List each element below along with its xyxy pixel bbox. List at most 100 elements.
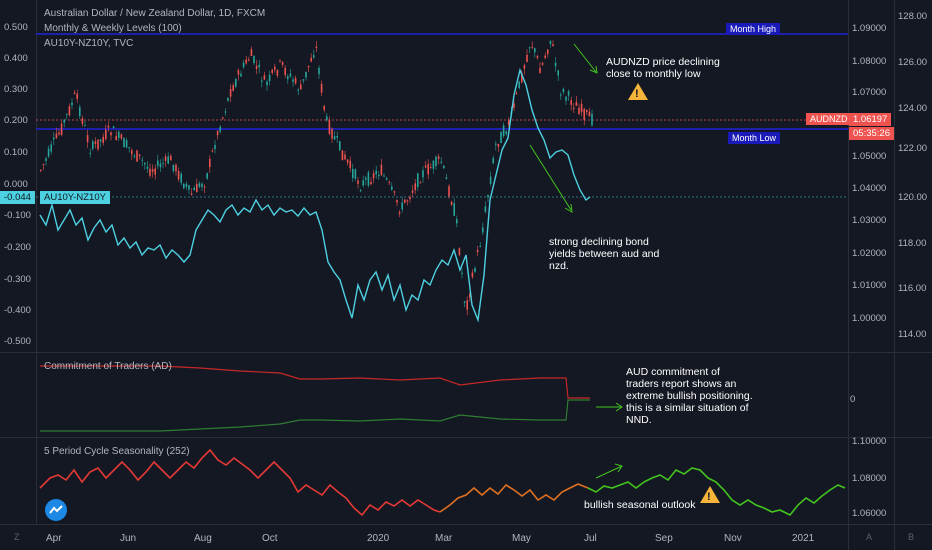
indicator-monthly-weekly[interactable]: Monthly & Weekly Levels (100) (44, 23, 182, 34)
right-axis-label: 122.00 (898, 143, 928, 154)
candle-body (292, 79, 294, 82)
candle-body (206, 173, 208, 179)
auto-scale-toggle[interactable]: A (866, 532, 873, 542)
candle-body (253, 55, 255, 64)
mid-axis-label: 1.07000 (852, 87, 887, 98)
seasonality-panel-title[interactable]: 5 Period Cycle Seasonality (252) (44, 446, 190, 457)
arrow-seasonal (595, 463, 623, 479)
time-axis-label: Mar (435, 533, 453, 544)
time-axis-label: Aug (194, 533, 212, 544)
candle-body (102, 136, 104, 143)
candle-body (138, 154, 141, 157)
candle-body (385, 178, 388, 180)
candle-body (541, 63, 544, 65)
right-axis-label: 124.00 (898, 103, 928, 114)
candle-body (42, 164, 45, 166)
candle-body (53, 137, 55, 140)
month-high-label: Month High (726, 23, 781, 35)
seasonality-axis-label: 1.06000 (852, 508, 887, 519)
candle-body (365, 177, 367, 180)
candle-body (323, 105, 325, 110)
candle-body (40, 169, 42, 171)
candle-body (554, 62, 557, 67)
mid-axis-label: 1.01000 (852, 280, 887, 291)
candle-body (409, 196, 411, 200)
candle-body (279, 60, 281, 62)
candle-body (271, 69, 273, 73)
candle-body (97, 139, 99, 150)
candle-body (240, 73, 242, 77)
chart-title[interactable]: Australian Dollar / New Zealand Dollar, … (44, 8, 266, 19)
candle-body (391, 186, 393, 190)
candle-body (344, 154, 346, 160)
candle-body (528, 47, 531, 49)
right-axis-label: 116.00 (898, 283, 927, 294)
annotation-bond-decline[interactable]: strong declining bond yields between aud… (549, 236, 660, 272)
bond-symbol-tag: AU10Y-NZ10Y (40, 191, 110, 204)
left-axis-label: -0.100 (4, 210, 31, 221)
time-axis-label: Jun (120, 533, 137, 544)
time-axis-label: Apr (46, 533, 62, 544)
candle-body (489, 176, 492, 184)
candle-body (276, 69, 279, 76)
candle-body (133, 155, 136, 157)
mid-axis-label: 1.08000 (852, 56, 887, 67)
candle-body (105, 129, 107, 140)
arrow-cot (596, 402, 623, 412)
candle-body (432, 160, 435, 169)
candle-body (297, 89, 299, 91)
left-axis-label: 0.200 (4, 115, 28, 126)
candle-body (591, 113, 593, 126)
candle-body (349, 160, 351, 169)
candle-body (547, 49, 549, 54)
candle-body (336, 135, 338, 138)
candle-body (398, 212, 401, 214)
candle-body (149, 168, 151, 176)
mid-axis-label: 1.09000 (852, 23, 887, 34)
candle-body (198, 183, 201, 187)
left-axis-label: -0.200 (4, 242, 31, 253)
left-axis-label: -0.400 (4, 305, 31, 316)
main-panel-separator[interactable] (0, 352, 932, 353)
candle-body (81, 118, 84, 124)
candle-body (224, 111, 227, 113)
time-axis-label: Nov (724, 533, 742, 544)
zoom-icon[interactable]: Z (14, 532, 20, 542)
candle-body (370, 181, 372, 185)
annotation-cot[interactable]: AUD commitment of traders report shows a… (626, 366, 753, 426)
candle-body (378, 174, 380, 177)
candlesticks (40, 40, 593, 316)
annotation-price-decline[interactable]: AUDNZD price declining close to monthly … (606, 56, 720, 80)
candle-body (235, 79, 237, 87)
time-axis-label: Oct (262, 533, 278, 544)
candle-body (305, 71, 307, 78)
cot-panel-title[interactable]: Commitment of Traders (AD) (44, 361, 172, 372)
candle-body (419, 182, 422, 184)
cot-red-line (40, 365, 590, 399)
candle-body (58, 132, 60, 135)
candle-body (450, 201, 453, 205)
right-axis-label: 118.00 (898, 238, 927, 249)
candle-body (331, 128, 333, 139)
indicator-bond-spread[interactable]: AU10Y-NZ10Y, TVC (44, 38, 134, 49)
candle-body (474, 268, 476, 273)
cot-panel-separator[interactable] (0, 437, 932, 438)
mid-axis-label: 1.02000 (852, 248, 887, 259)
candle-body (424, 165, 427, 168)
time-axis-label: Jul (584, 533, 597, 544)
candle-body (307, 65, 310, 68)
candle-body (359, 190, 362, 192)
tradingview-logo-icon[interactable] (45, 499, 67, 521)
candle-body (167, 156, 169, 164)
candle-body (513, 103, 515, 108)
candle-body (393, 191, 396, 193)
candle-body (396, 199, 398, 203)
candle-body (159, 163, 162, 168)
candle-body (118, 131, 120, 138)
candle-body (505, 131, 507, 134)
candle-body (284, 67, 286, 75)
candle-body (193, 187, 195, 191)
annotation-seasonal[interactable]: bullish seasonal outlook (584, 499, 696, 511)
settings-icon[interactable]: B (908, 532, 915, 542)
